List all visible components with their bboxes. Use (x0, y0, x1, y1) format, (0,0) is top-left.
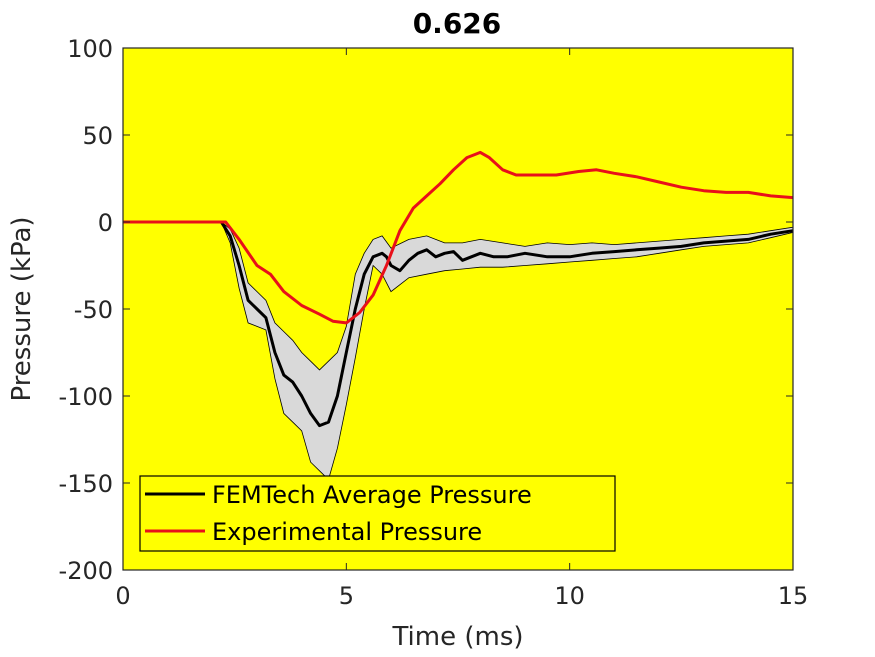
x-tick-label: 10 (554, 582, 585, 610)
y-tick-label: -150 (59, 470, 113, 498)
series-line-femtech (123, 220, 794, 428)
legend: FEMTech Average Pressure Experimental Pr… (139, 475, 616, 552)
x-tick-label: 0 (115, 582, 130, 610)
x-axis-label: Time (ms) (391, 622, 523, 652)
legend-label-experimental: Experimental Pressure (212, 518, 482, 546)
legend-box (139, 475, 616, 552)
x-tick-label: 15 (778, 582, 809, 610)
y-tick-label: 50 (82, 122, 113, 150)
y-tick-label: -200 (59, 557, 113, 585)
y-tick-label: -100 (59, 383, 113, 411)
x-tick-label: 5 (339, 582, 354, 610)
legend-label-femtech: FEMTech Average Pressure (212, 481, 532, 509)
chart-title: 0.626 (413, 7, 502, 40)
y-tick-label: 100 (67, 35, 113, 63)
y-tick-label: 0 (98, 209, 113, 237)
y-tick-label: -50 (74, 296, 113, 324)
y-axis-label: Pressure (kPa) (7, 216, 37, 401)
series-line-experimental (123, 150, 794, 325)
